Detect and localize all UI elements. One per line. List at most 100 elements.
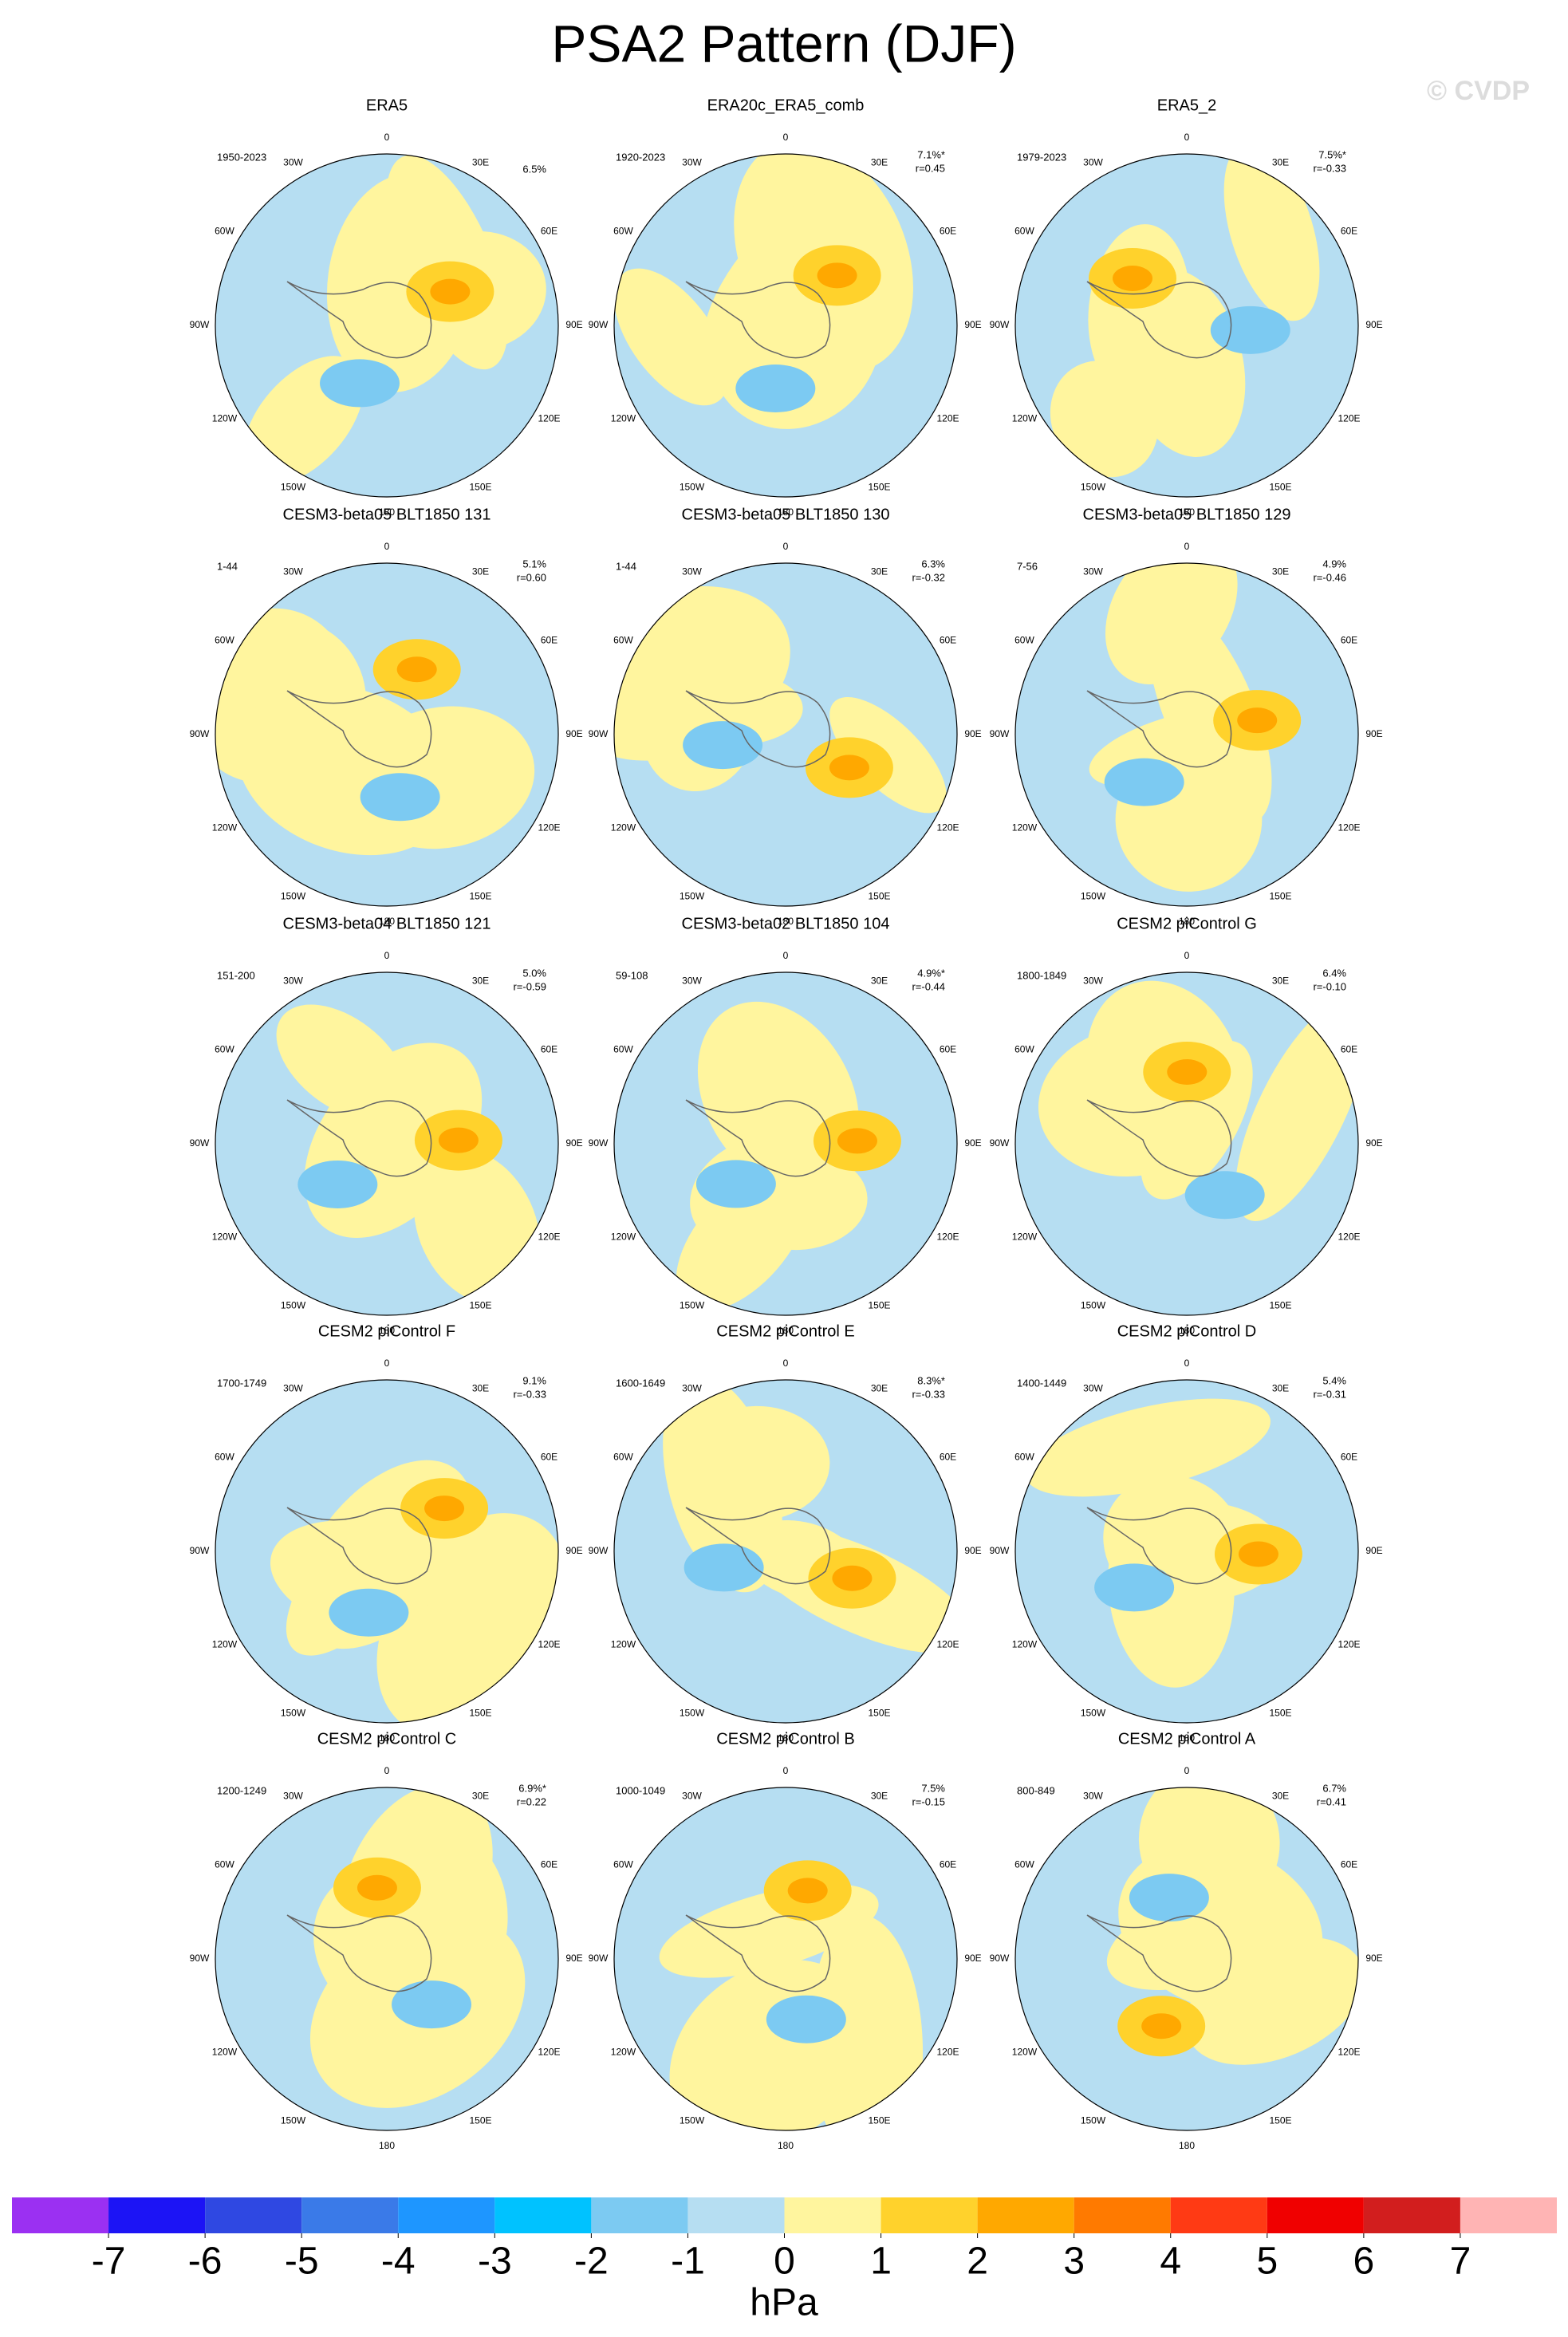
period: 800-849 [1017, 1784, 1055, 1796]
negative-anomaly [1210, 305, 1290, 354]
negative-anomaly [684, 1543, 764, 1592]
longitude-label: 60E [541, 1859, 557, 1870]
longitude-label: 150E [1269, 2115, 1291, 2126]
antarctica [286, 1507, 432, 1585]
longitude-label: 150W [281, 1708, 306, 1719]
longitude-label: 90W [190, 1137, 210, 1149]
longitude-label: 90W [589, 1137, 609, 1149]
longitude-label: 150E [469, 891, 491, 902]
longitude-label: 60E [1341, 1452, 1357, 1463]
longitude-label: 180 [1179, 506, 1195, 518]
map [614, 972, 957, 1315]
strong-anomaly [1237, 707, 1278, 734]
longitude-label: 90W [190, 319, 210, 330]
map [1015, 1380, 1358, 1723]
longitude-label: 30E [472, 1383, 489, 1394]
longitude-label: 0 [1184, 950, 1190, 961]
positive-anomaly [614, 268, 729, 406]
longitude-label: 60E [940, 635, 956, 646]
longitude-label: 60E [1341, 635, 1357, 646]
positive-anomaly [1105, 563, 1238, 685]
map-border [1014, 971, 1359, 1316]
map [215, 1787, 558, 2130]
longitude-label: 30W [283, 1383, 303, 1394]
variance-percent: 6.4% [1322, 967, 1346, 979]
longitude-label: 0 [384, 1765, 390, 1776]
strong-anomaly [424, 1496, 465, 1522]
period: 1700-1749 [217, 1377, 266, 1389]
longitude-label: 30W [682, 1791, 702, 1802]
longitude-label: 30W [283, 157, 303, 168]
colorbar-box [784, 2197, 881, 2233]
longitude-label: 90E [1365, 319, 1382, 330]
longitude-label: 0 [1184, 541, 1190, 552]
longitude-label: 60W [1014, 1452, 1034, 1463]
longitude-label: 60E [940, 226, 956, 237]
longitude-label: 150W [281, 891, 306, 902]
pattern-correlation: r=-0.33 [1313, 162, 1346, 174]
negative-anomaly [1184, 1171, 1265, 1220]
longitude-label: 120W [611, 1639, 636, 1650]
longitude-label: 150W [680, 482, 705, 493]
longitude-label: 150E [1269, 1708, 1291, 1719]
longitude-label: 30E [871, 157, 888, 168]
longitude-label: 60W [215, 635, 234, 646]
variance-percent: 7.5%* [1318, 148, 1346, 160]
panel-title: ERA20c_ERA5_comb [707, 97, 865, 114]
longitude-label: 90W [190, 728, 210, 739]
strong-anomaly [1167, 1059, 1208, 1086]
panel-title: CESM3-beta02 BLT1850 104 [682, 915, 890, 932]
longitude-label: 90E [1365, 1953, 1382, 1964]
colorbar-box [881, 2197, 978, 2233]
colorbar-tick-label: -1 [671, 2240, 705, 2283]
longitude-label: 0 [1184, 132, 1190, 143]
longitude-label: 60E [541, 226, 557, 237]
longitude-label: 30E [472, 1791, 489, 1802]
watermark: © CVDP [1427, 76, 1530, 106]
negative-anomaly [766, 1995, 846, 2043]
longitude-label: 120E [1338, 1232, 1361, 1243]
longitude-label: 60E [940, 1044, 956, 1055]
longitude-label: 30W [283, 1791, 303, 1802]
map [1015, 154, 1358, 497]
colorbar-tick-label: 4 [1160, 2240, 1181, 2283]
variance-percent: 7.5% [921, 1782, 945, 1794]
longitude-label: 30W [1083, 157, 1103, 168]
positive-anomaly [663, 1380, 782, 1593]
map-border [215, 153, 559, 498]
longitude-label: 120W [1012, 1232, 1038, 1243]
antarctica [685, 690, 831, 768]
map [614, 1380, 957, 1723]
longitude-label: 30W [682, 157, 702, 168]
longitude-label: 90E [964, 728, 981, 739]
longitude-label: 90E [565, 1545, 582, 1556]
antarctica [1086, 1914, 1232, 1992]
strong-anomaly [357, 1874, 397, 1901]
colorbar-box [1363, 2197, 1460, 2233]
period: 1950-2023 [217, 151, 266, 163]
longitude-label: 60W [215, 1044, 234, 1055]
period: 1979-2023 [1017, 151, 1066, 163]
pattern-correlation: r=-0.32 [912, 571, 945, 583]
longitude-label: 90E [565, 1953, 582, 1964]
longitude-label: 90W [589, 728, 609, 739]
longitude-label: 120E [1338, 413, 1361, 424]
longitude-label: 30W [283, 566, 303, 577]
period: 1400-1449 [1017, 1377, 1066, 1389]
longitude-label: 150E [868, 482, 890, 493]
longitude-label: 90W [190, 1953, 210, 1964]
strong-anomaly [1141, 2013, 1182, 2039]
longitude-label: 120E [538, 822, 561, 834]
map-border [1014, 562, 1359, 907]
longitude-label: 90E [964, 319, 981, 330]
negative-anomaly [695, 1160, 776, 1208]
longitude-label: 30E [1272, 1383, 1289, 1394]
longitude-label: 30W [1083, 1383, 1103, 1394]
map-border [215, 1379, 559, 1724]
pattern-correlation: r=-0.15 [912, 1795, 945, 1807]
longitude-label: 60W [613, 226, 633, 237]
map-border [613, 1379, 958, 1724]
longitude-label: 120E [937, 1639, 959, 1650]
negative-anomaly [360, 773, 440, 822]
longitude-label: 150W [1081, 1708, 1106, 1719]
